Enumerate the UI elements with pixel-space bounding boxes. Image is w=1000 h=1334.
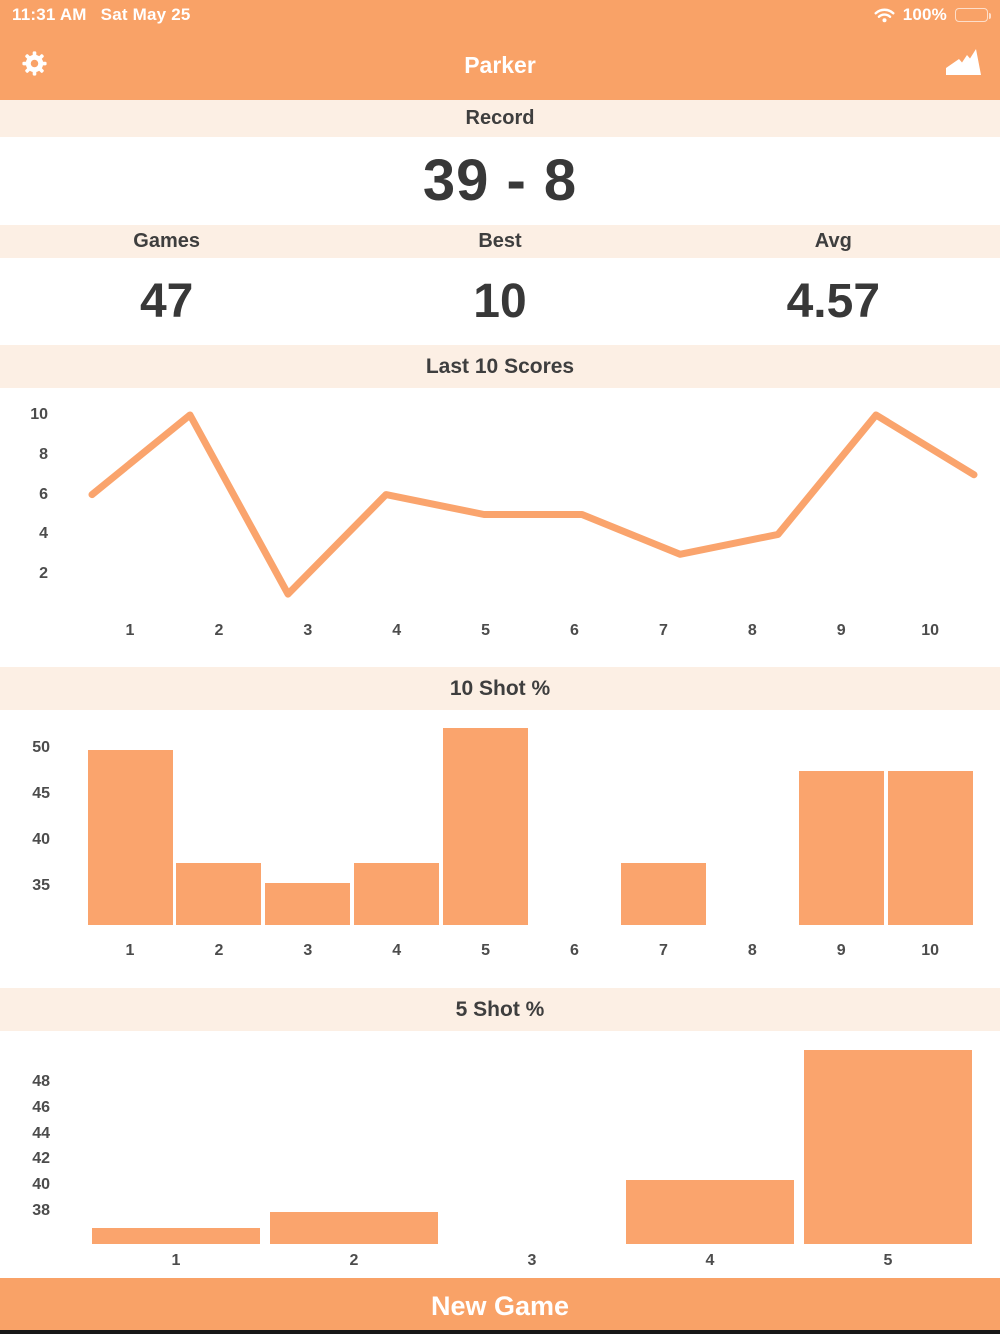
bar [270, 1212, 438, 1244]
stat-games-label: Games [133, 230, 201, 252]
y-tick-label: 45 [32, 784, 50, 802]
nav-bar: Parker [0, 30, 1000, 100]
last-10-scores-header: Last 10 Scores [0, 345, 1000, 388]
page-title: Parker [464, 52, 536, 78]
x-tick-label: 2 [349, 1252, 359, 1269]
y-tick-label: 40 [32, 830, 50, 848]
bar [176, 862, 262, 925]
wifi-icon [874, 7, 895, 23]
x-tick-label: 9 [836, 622, 846, 639]
stat-avg-label: Avg [814, 230, 852, 252]
x-tick-label: 1 [125, 942, 135, 959]
battery-percent: 100% [902, 5, 947, 24]
bar [620, 862, 706, 925]
x-tick-label: 5 [481, 942, 491, 959]
ten-shot-percent-header: 10 Shot % [0, 667, 1000, 710]
five-shot-percent-header: 5 Shot % [0, 988, 1000, 1031]
bar [354, 862, 440, 925]
bar [804, 1049, 972, 1244]
x-tick-label: 3 [303, 622, 313, 639]
x-tick-label: 7 [658, 622, 668, 639]
y-tick-label: 2 [39, 565, 48, 583]
x-tick-label: 8 [747, 622, 757, 639]
stat-best-label: Best [478, 230, 522, 252]
x-tick-label: 4 [705, 1252, 715, 1269]
y-tick-label: 44 [32, 1124, 50, 1142]
x-tick-label: 7 [658, 942, 668, 959]
y-tick-label: 42 [32, 1150, 50, 1168]
area-chart-icon [945, 49, 982, 79]
record-header: Record [0, 100, 1000, 137]
stat-games-value: 47 [139, 275, 194, 328]
x-tick-label: 6 [570, 622, 579, 639]
bar [265, 882, 351, 925]
home-indicator [0, 1330, 1000, 1334]
x-tick-label: 3 [527, 1252, 537, 1269]
stat-avg-value: 4.57 [786, 275, 881, 328]
x-tick-label: 4 [392, 622, 402, 639]
record-value: 39 - 8 [422, 148, 578, 213]
bar [92, 1227, 260, 1244]
bar [626, 1180, 794, 1244]
x-tick-label: 5 [481, 622, 491, 639]
status-bar: 11:31 AM Sat May 25 100% [0, 0, 1000, 30]
x-tick-label: 6 [570, 942, 579, 959]
y-tick-label: 10 [30, 406, 48, 423]
x-tick-label: 5 [883, 1252, 893, 1269]
x-tick-label: 8 [747, 942, 757, 959]
stats-value-row: 47 10 4.57 [0, 258, 1000, 345]
bar [798, 770, 884, 925]
x-tick-label: 10 [921, 622, 939, 639]
y-tick-label: 50 [32, 739, 50, 756]
settings-button[interactable] [20, 49, 49, 78]
y-tick-label: 35 [32, 876, 50, 894]
x-tick-label: 9 [836, 942, 846, 959]
x-tick-label: 1 [171, 1252, 181, 1269]
stats-chart-button[interactable] [945, 47, 982, 76]
bar [443, 727, 529, 925]
stats-header-row: Games Best Avg [0, 225, 1000, 258]
y-tick-label: 46 [32, 1098, 50, 1116]
y-tick-label: 8 [39, 445, 48, 463]
y-tick-label: 48 [32, 1073, 50, 1090]
y-tick-label: 40 [32, 1176, 50, 1194]
x-tick-label: 2 [214, 942, 224, 959]
new-game-button[interactable]: New Game [0, 1278, 1000, 1334]
x-tick-label: 10 [921, 942, 939, 959]
bar [887, 770, 973, 925]
x-tick-label: 3 [303, 942, 313, 959]
x-tick-label: 4 [392, 942, 402, 959]
gear-icon [20, 51, 49, 81]
bar [87, 749, 173, 925]
status-time: 11:31 AM [12, 5, 87, 24]
y-tick-label: 38 [32, 1202, 50, 1219]
y-tick-label: 6 [39, 485, 48, 503]
y-tick-label: 4 [39, 525, 48, 543]
x-tick-label: 2 [214, 622, 224, 639]
status-date: Sat May 25 [100, 5, 191, 24]
x-tick-label: 1 [125, 622, 135, 639]
battery-icon [955, 8, 991, 22]
stat-best-value: 10 [473, 275, 527, 328]
